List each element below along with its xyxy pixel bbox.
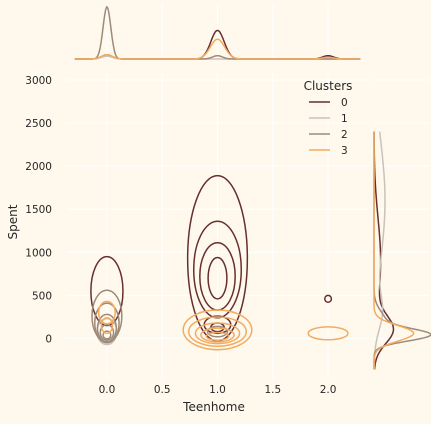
legend-label-2: 2 [341,129,348,141]
legend-label-0: 0 [341,97,348,109]
contour-2-2 [96,313,118,343]
marginal-x-curve-3 [74,38,361,60]
contour-series-1 [96,317,118,346]
y-tick-label-6: 3000 [25,75,52,87]
marginal-y-curve-3 [373,131,415,370]
contour-0-1 [186,174,249,342]
contour-3-6 [205,331,230,341]
contour-series-3 [97,300,349,351]
x-tick-label-0: 0.0 [99,384,116,396]
contour-0-4 [207,256,228,300]
legend-label-1: 1 [341,113,348,125]
contour-series-0 [90,174,333,342]
x-tick-label-1: 0.5 [154,384,171,396]
y-tick-label-2: 1000 [25,247,52,259]
tick-labels: 0.0 0.5 1.0 1.5 2.0 0 500 1000 1500 2000 2500 3000 [25,75,336,396]
legend-label-3: 3 [341,145,348,157]
marginal-y-curve-0 [373,131,395,370]
contour-0-2 [192,220,243,319]
contour-2-5 [206,325,229,338]
contour-3-3 [187,316,248,347]
grid-lines [66,4,429,379]
contour-3-4 [194,322,241,345]
y-axis-label: Spent [6,204,20,239]
contour-3-2 [182,309,253,351]
legend: Clusters 0 1 2 3 [304,79,353,157]
y-tick-label-0: 0 [45,333,52,345]
joint-contours [90,174,349,351]
x-tick-label-2: 1.0 [209,384,226,396]
marginal-y-density [373,131,431,370]
contour-1-0 [96,317,118,346]
y-tick-label-1: 500 [32,290,52,302]
y-tick-label-4: 2000 [25,161,52,173]
contour-3-5 [200,327,235,343]
contour-3-1 [100,317,114,335]
contour-3-0 [97,300,116,325]
marginal-x-density [74,5,361,60]
contour-0-7 [324,294,333,304]
y-tick-label-5: 2500 [25,118,52,130]
contour-3-7 [307,326,349,341]
x-axis-label: Teenhome [182,400,245,414]
x-tick-label-3: 1.5 [264,384,281,396]
contour-2-1 [94,302,120,344]
contour-series-2 [91,289,229,344]
legend-title: Clusters [304,79,353,93]
marginal-y-curve-1 [373,131,386,370]
contour-2-4 [102,330,112,340]
contour-0-0 [90,255,124,327]
contour-2-3 [99,323,115,341]
x-tick-label-4: 2.0 [320,384,337,396]
y-tick-label-3: 1500 [25,204,52,216]
